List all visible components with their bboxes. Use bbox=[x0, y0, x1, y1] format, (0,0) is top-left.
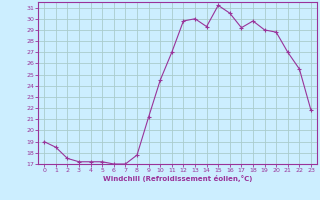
X-axis label: Windchill (Refroidissement éolien,°C): Windchill (Refroidissement éolien,°C) bbox=[103, 175, 252, 182]
